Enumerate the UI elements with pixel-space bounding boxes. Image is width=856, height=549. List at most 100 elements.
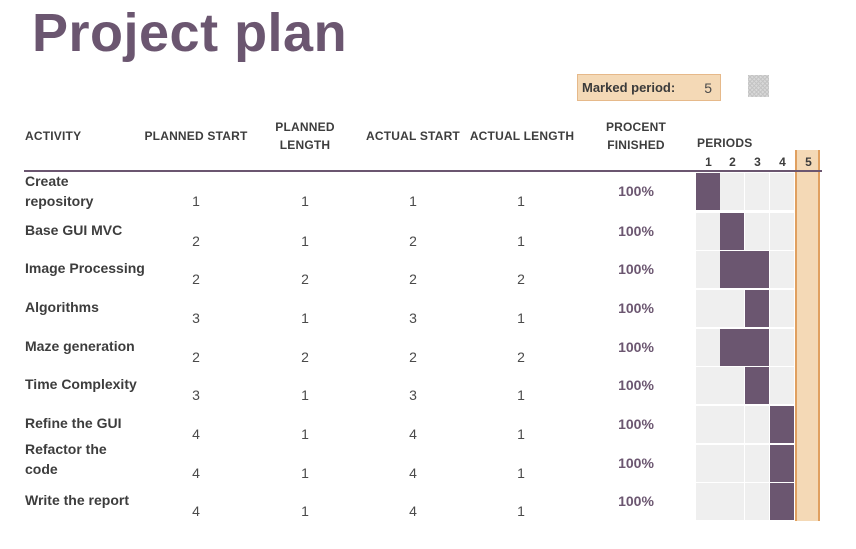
period-cell bbox=[696, 290, 720, 327]
period-cell bbox=[745, 483, 769, 520]
page-title: Project plan bbox=[32, 3, 348, 63]
percent-finished: 100% bbox=[618, 339, 654, 355]
header-actual-start: ACTUAL START bbox=[366, 129, 460, 143]
percent-finished: 100% bbox=[618, 223, 654, 239]
cell-ps: 2 bbox=[192, 349, 200, 365]
marked-period-label: Marked period: bbox=[582, 80, 676, 95]
cell-ps: 4 bbox=[192, 426, 200, 442]
activity-label: Maze generation bbox=[25, 338, 135, 354]
gantt-bar bbox=[720, 329, 769, 366]
period-cell bbox=[770, 251, 794, 288]
percent-finished: 100% bbox=[618, 493, 654, 509]
percent-finished: 100% bbox=[618, 416, 654, 432]
marked-period-value[interactable]: 5 bbox=[704, 80, 712, 96]
activity-label: Base GUI MVC bbox=[25, 222, 123, 238]
cell-al: 1 bbox=[517, 465, 525, 481]
period-cell bbox=[696, 483, 720, 520]
cell-pl: 1 bbox=[301, 233, 309, 249]
period-cell bbox=[696, 367, 720, 404]
activity-label: Write the report bbox=[25, 492, 129, 508]
cell-al: 2 bbox=[517, 349, 525, 365]
marked-period-column bbox=[795, 150, 820, 521]
period-cell bbox=[696, 251, 720, 288]
period-cell bbox=[745, 445, 769, 482]
header-percent-finished: PROCENT FINISHED bbox=[596, 118, 676, 154]
cell-as: 4 bbox=[409, 465, 417, 481]
cell-al: 1 bbox=[517, 387, 525, 403]
period-number-4: 4 bbox=[779, 155, 786, 169]
cell-ps: 2 bbox=[192, 233, 200, 249]
cell-as: 3 bbox=[409, 310, 417, 326]
activity-label: Refine the GUI bbox=[25, 415, 122, 431]
cell-as: 3 bbox=[409, 387, 417, 403]
cell-al: 1 bbox=[517, 503, 525, 519]
cell-pl: 1 bbox=[301, 426, 309, 442]
cell-al: 1 bbox=[517, 193, 525, 209]
gantt-bar bbox=[720, 213, 744, 250]
header-percent-line1: PROCENT bbox=[605, 120, 667, 134]
cell-ps: 4 bbox=[192, 465, 200, 481]
period-number-1: 1 bbox=[705, 155, 712, 169]
cell-pl: 1 bbox=[301, 193, 309, 209]
cell-as: 2 bbox=[409, 233, 417, 249]
period-cell bbox=[770, 290, 794, 327]
header-periods: PERIODS bbox=[697, 136, 753, 150]
period-cell bbox=[720, 445, 744, 482]
gantt-bar bbox=[745, 290, 769, 327]
cell-al: 1 bbox=[517, 426, 525, 442]
activity-label: Time Complexity bbox=[25, 376, 137, 392]
period-cell bbox=[745, 213, 769, 250]
header-planned-start: PLANNED START bbox=[144, 129, 248, 143]
marked-period-control[interactable]: Marked period: 5 bbox=[577, 74, 721, 101]
header-activity: ACTIVITY bbox=[25, 129, 82, 143]
period-cell bbox=[696, 213, 720, 250]
percent-finished: 100% bbox=[618, 300, 654, 316]
cell-ps: 4 bbox=[192, 503, 200, 519]
cell-pl: 1 bbox=[301, 387, 309, 403]
activity-label: Refactor the code bbox=[25, 441, 107, 477]
percent-finished: 100% bbox=[618, 455, 654, 471]
cell-as: 1 bbox=[409, 193, 417, 209]
period-cell bbox=[745, 406, 769, 443]
cell-ps: 2 bbox=[192, 271, 200, 287]
gantt-bar bbox=[696, 173, 720, 210]
period-cell bbox=[745, 173, 769, 210]
cell-al: 1 bbox=[517, 233, 525, 249]
activity-label: Algorithms bbox=[25, 299, 99, 315]
cell-al: 1 bbox=[517, 310, 525, 326]
header-planned-length-line2: LENGTH bbox=[279, 138, 331, 152]
gantt-bar bbox=[770, 445, 794, 482]
percent-finished: 100% bbox=[618, 377, 654, 393]
period-number-5: 5 bbox=[805, 155, 812, 169]
period-cell bbox=[720, 406, 744, 443]
period-cell bbox=[770, 173, 794, 210]
period-cell bbox=[770, 329, 794, 366]
period-number-2: 2 bbox=[729, 155, 736, 169]
cell-pl: 1 bbox=[301, 310, 309, 326]
period-cell bbox=[770, 367, 794, 404]
gantt-bar bbox=[720, 251, 769, 288]
cell-as: 2 bbox=[409, 349, 417, 365]
period-cell bbox=[696, 329, 720, 366]
activity-label: Create repository bbox=[25, 173, 94, 209]
cell-pl: 2 bbox=[301, 271, 309, 287]
cell-ps: 1 bbox=[192, 193, 200, 209]
cell-ps: 3 bbox=[192, 387, 200, 403]
period-cell bbox=[696, 406, 720, 443]
period-cell bbox=[770, 213, 794, 250]
gantt-bar bbox=[770, 483, 794, 520]
period-cell bbox=[720, 290, 744, 327]
cell-al: 2 bbox=[517, 271, 525, 287]
header-actual-length: ACTUAL LENGTH bbox=[469, 129, 575, 143]
period-cell bbox=[720, 483, 744, 520]
percent-finished: 100% bbox=[618, 183, 654, 199]
header-planned-length-line1: PLANNED bbox=[275, 120, 335, 134]
period-number-3: 3 bbox=[754, 155, 761, 169]
period-cell bbox=[696, 445, 720, 482]
gantt-bar bbox=[770, 406, 794, 443]
cell-ps: 3 bbox=[192, 310, 200, 326]
period-cell bbox=[720, 367, 744, 404]
activity-label: Image Processing bbox=[25, 260, 145, 276]
cell-as: 4 bbox=[409, 426, 417, 442]
percent-finished: 100% bbox=[618, 261, 654, 277]
